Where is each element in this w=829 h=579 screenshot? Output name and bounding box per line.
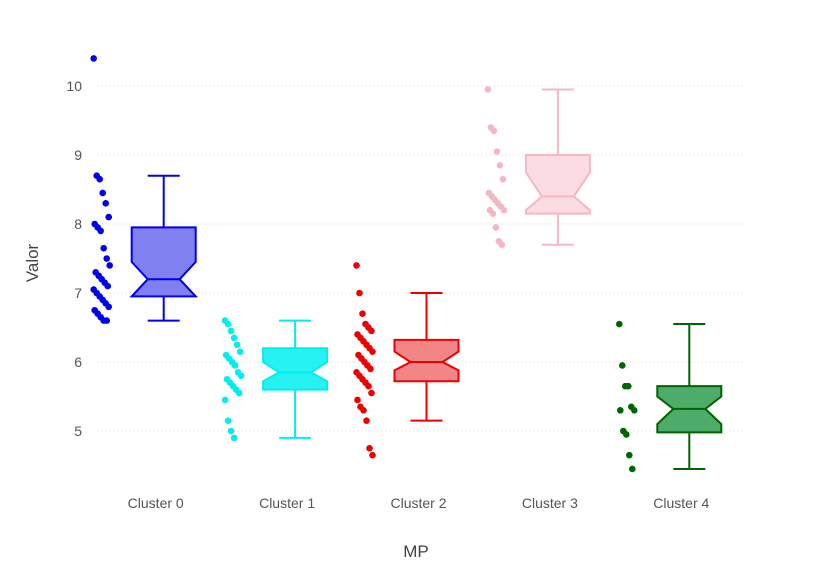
data-point xyxy=(360,407,367,414)
data-point xyxy=(493,148,501,155)
data-point xyxy=(230,434,238,442)
series-cluster-4 xyxy=(616,320,723,473)
data-point xyxy=(230,334,238,342)
data-point xyxy=(484,86,492,93)
data-point xyxy=(96,175,103,183)
y-tick-label: 9 xyxy=(74,147,82,163)
x-axis-ticks: Cluster 0 Cluster 1 Cluster 2 Cluster 3 Clus… xyxy=(128,495,710,511)
data-point xyxy=(490,127,498,135)
x-tick-label: Cluster 0 xyxy=(128,495,184,511)
data-point xyxy=(353,262,360,269)
notched-box xyxy=(262,347,329,391)
data-point xyxy=(366,444,373,452)
data-point xyxy=(626,451,633,459)
data-point xyxy=(233,341,241,349)
series-cluster-0 xyxy=(90,55,198,324)
data-point xyxy=(616,320,623,328)
data-point xyxy=(625,382,632,390)
data-point xyxy=(104,282,111,290)
data-point xyxy=(97,227,104,235)
data-point xyxy=(224,417,232,424)
data-point xyxy=(354,396,361,404)
data-point xyxy=(496,162,504,169)
data-point xyxy=(90,55,97,62)
data-point xyxy=(368,327,375,335)
data-point xyxy=(629,465,636,473)
data-point xyxy=(106,262,113,269)
y-axis-ticks: 5 6 7 8 9 10 xyxy=(66,78,82,439)
series-layer xyxy=(90,55,723,473)
y-tick-label: 7 xyxy=(74,285,82,301)
data-point xyxy=(498,241,506,248)
data-point xyxy=(100,244,107,252)
data-point xyxy=(489,210,497,217)
notched-box xyxy=(524,154,591,215)
data-point xyxy=(368,389,375,397)
data-point xyxy=(619,362,626,369)
y-tick-label: 5 xyxy=(74,423,82,439)
series-cluster-1 xyxy=(221,317,329,442)
x-tick-label: Cluster 2 xyxy=(390,495,446,511)
data-point xyxy=(237,372,245,380)
data-point xyxy=(499,175,507,183)
data-point xyxy=(103,317,110,324)
data-point xyxy=(363,417,370,424)
y-axis-title: Valor xyxy=(23,243,42,282)
x-tick-label: Cluster 1 xyxy=(259,495,315,511)
notched-box xyxy=(393,338,460,383)
data-point xyxy=(500,206,508,214)
data-point xyxy=(227,327,235,335)
series-cluster-2 xyxy=(353,262,460,459)
y-tick-label: 8 xyxy=(74,216,82,232)
data-point xyxy=(367,365,374,373)
y-tick-label: 10 xyxy=(66,78,82,94)
x-axis-title: MP xyxy=(403,542,429,561)
data-point xyxy=(235,389,243,397)
data-point xyxy=(623,431,630,438)
data-point xyxy=(369,451,376,459)
data-point xyxy=(103,255,110,262)
data-point xyxy=(105,213,112,221)
data-point xyxy=(492,224,500,231)
data-point xyxy=(221,396,229,404)
y-tick-label: 6 xyxy=(74,354,82,370)
data-point xyxy=(231,362,239,369)
data-point xyxy=(359,310,366,318)
x-tick-label: Cluster 3 xyxy=(522,495,578,511)
data-point xyxy=(356,289,363,297)
data-point xyxy=(369,348,376,355)
data-point xyxy=(365,382,372,390)
data-point xyxy=(631,407,638,414)
notched-box xyxy=(129,226,198,298)
data-point xyxy=(227,427,235,435)
data-point xyxy=(102,200,109,207)
data-point xyxy=(617,407,624,414)
data-point xyxy=(236,348,244,355)
data-point xyxy=(105,303,112,311)
data-point xyxy=(224,320,232,328)
x-tick-label: Cluster 4 xyxy=(653,495,709,511)
series-cluster-3 xyxy=(484,86,591,248)
data-point xyxy=(99,189,106,197)
